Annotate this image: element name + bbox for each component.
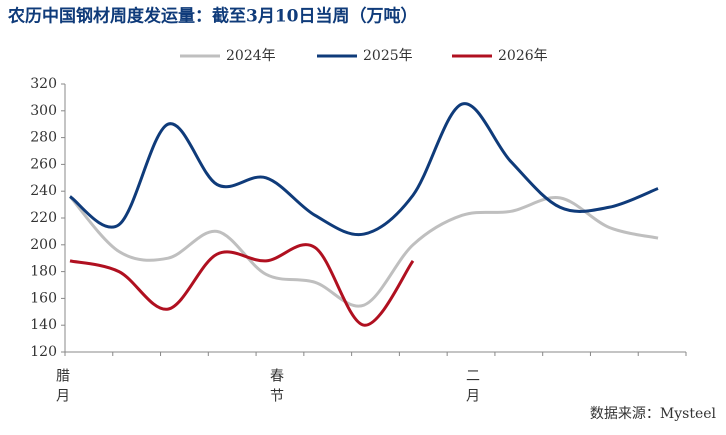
y-tick-label: 180 <box>30 264 57 280</box>
y-tick-label: 160 <box>30 290 57 306</box>
chart-title: 农历中国钢材周度发运量：截至3月10日当周（万吨） <box>7 6 418 27</box>
legend-label: 2026年 <box>498 48 548 64</box>
source: 数据来源：Mysteel <box>590 406 717 422</box>
y-tick-label: 320 <box>30 76 57 92</box>
y-tick-label: 140 <box>30 317 57 333</box>
y-tick-label: 200 <box>30 237 57 253</box>
line-series <box>68 195 659 308</box>
y-tick-label: 280 <box>30 130 57 146</box>
legend-label: 2024年 <box>226 48 276 64</box>
x-tick-label: 腊月 <box>54 368 70 408</box>
x-tick-label: 春节 <box>268 368 284 408</box>
line-series <box>69 243 415 327</box>
legend-label: 2025年 <box>363 48 413 64</box>
y-tick-label: 240 <box>30 183 57 199</box>
y-tick-label: 300 <box>30 103 57 119</box>
line-series <box>69 102 659 237</box>
y-tick-label: 260 <box>30 156 57 172</box>
y-tick-label: 120 <box>30 344 57 360</box>
x-tick-label: 二月 <box>464 368 480 408</box>
y-tick-label: 220 <box>30 210 57 226</box>
